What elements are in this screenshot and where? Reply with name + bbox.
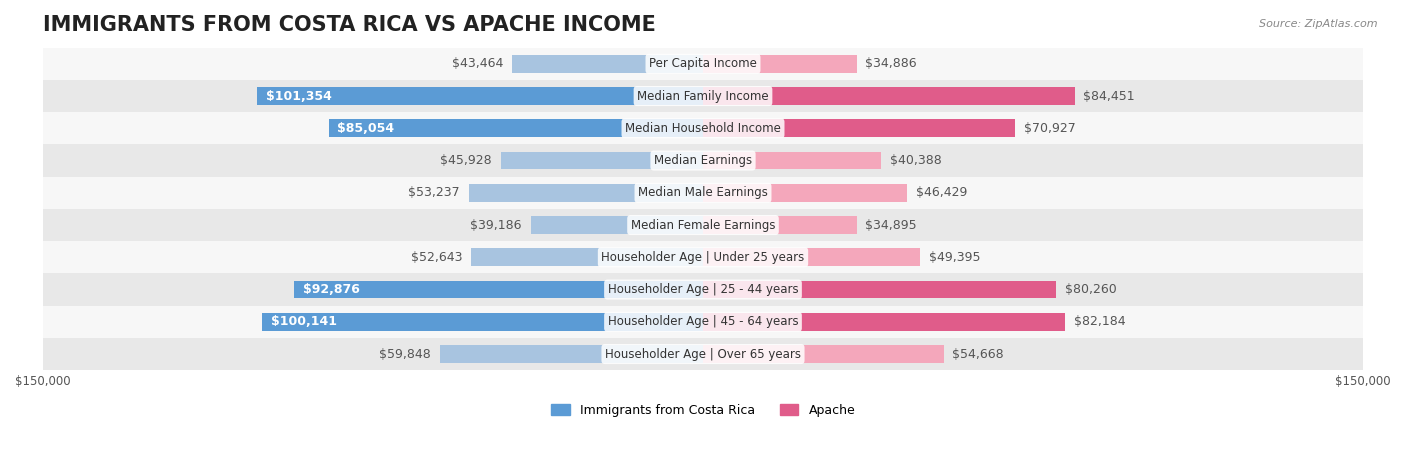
Text: $84,451: $84,451: [1084, 90, 1135, 103]
Legend: Immigrants from Costa Rica, Apache: Immigrants from Costa Rica, Apache: [546, 399, 860, 422]
Bar: [42, 241, 1364, 273]
Text: $40,388: $40,388: [890, 154, 941, 167]
Text: $34,886: $34,886: [865, 57, 917, 71]
Bar: [530, 216, 703, 234]
Bar: [440, 345, 703, 363]
Bar: [703, 248, 921, 266]
Bar: [42, 80, 1364, 112]
Bar: [42, 112, 1364, 144]
Bar: [42, 177, 1364, 209]
Bar: [703, 313, 1064, 331]
Bar: [263, 313, 703, 331]
Text: $85,054: $85,054: [337, 122, 395, 135]
Text: Householder Age | Over 65 years: Householder Age | Over 65 years: [605, 347, 801, 361]
Text: $70,927: $70,927: [1024, 122, 1076, 135]
Text: $39,186: $39,186: [470, 219, 522, 232]
Text: $92,876: $92,876: [304, 283, 360, 296]
Bar: [703, 87, 1074, 105]
Bar: [501, 152, 703, 170]
Text: Median Female Earnings: Median Female Earnings: [631, 219, 775, 232]
Text: Median Household Income: Median Household Income: [626, 122, 780, 135]
Text: $54,668: $54,668: [952, 347, 1004, 361]
Bar: [471, 248, 703, 266]
Text: Householder Age | Under 25 years: Householder Age | Under 25 years: [602, 251, 804, 264]
Text: Median Family Income: Median Family Income: [637, 90, 769, 103]
Text: Source: ZipAtlas.com: Source: ZipAtlas.com: [1260, 19, 1378, 28]
Bar: [42, 273, 1364, 306]
Text: $59,848: $59,848: [380, 347, 430, 361]
Text: Householder Age | 45 - 64 years: Householder Age | 45 - 64 years: [607, 315, 799, 328]
Bar: [42, 48, 1364, 80]
Bar: [42, 209, 1364, 241]
Bar: [329, 120, 703, 137]
Bar: [703, 345, 943, 363]
Bar: [42, 144, 1364, 177]
Text: $101,354: $101,354: [266, 90, 332, 103]
Text: $82,184: $82,184: [1074, 315, 1125, 328]
Text: IMMIGRANTS FROM COSTA RICA VS APACHE INCOME: IMMIGRANTS FROM COSTA RICA VS APACHE INC…: [42, 15, 655, 35]
Text: $46,429: $46,429: [917, 186, 967, 199]
Bar: [512, 55, 703, 73]
Bar: [703, 120, 1015, 137]
Text: $52,643: $52,643: [411, 251, 463, 264]
Text: $53,237: $53,237: [408, 186, 460, 199]
Bar: [703, 281, 1056, 298]
Text: Median Earnings: Median Earnings: [654, 154, 752, 167]
Bar: [294, 281, 703, 298]
Text: $34,895: $34,895: [865, 219, 917, 232]
Text: $43,464: $43,464: [451, 57, 503, 71]
Bar: [703, 216, 856, 234]
Bar: [468, 184, 703, 202]
Text: $100,141: $100,141: [271, 315, 337, 328]
Text: Median Male Earnings: Median Male Earnings: [638, 186, 768, 199]
Bar: [42, 338, 1364, 370]
Bar: [703, 152, 880, 170]
Text: $45,928: $45,928: [440, 154, 492, 167]
Bar: [42, 306, 1364, 338]
Bar: [703, 55, 856, 73]
Bar: [257, 87, 703, 105]
Text: Per Capita Income: Per Capita Income: [650, 57, 756, 71]
Text: $80,260: $80,260: [1066, 283, 1116, 296]
Text: Householder Age | 25 - 44 years: Householder Age | 25 - 44 years: [607, 283, 799, 296]
Bar: [703, 184, 907, 202]
Text: $49,395: $49,395: [929, 251, 981, 264]
